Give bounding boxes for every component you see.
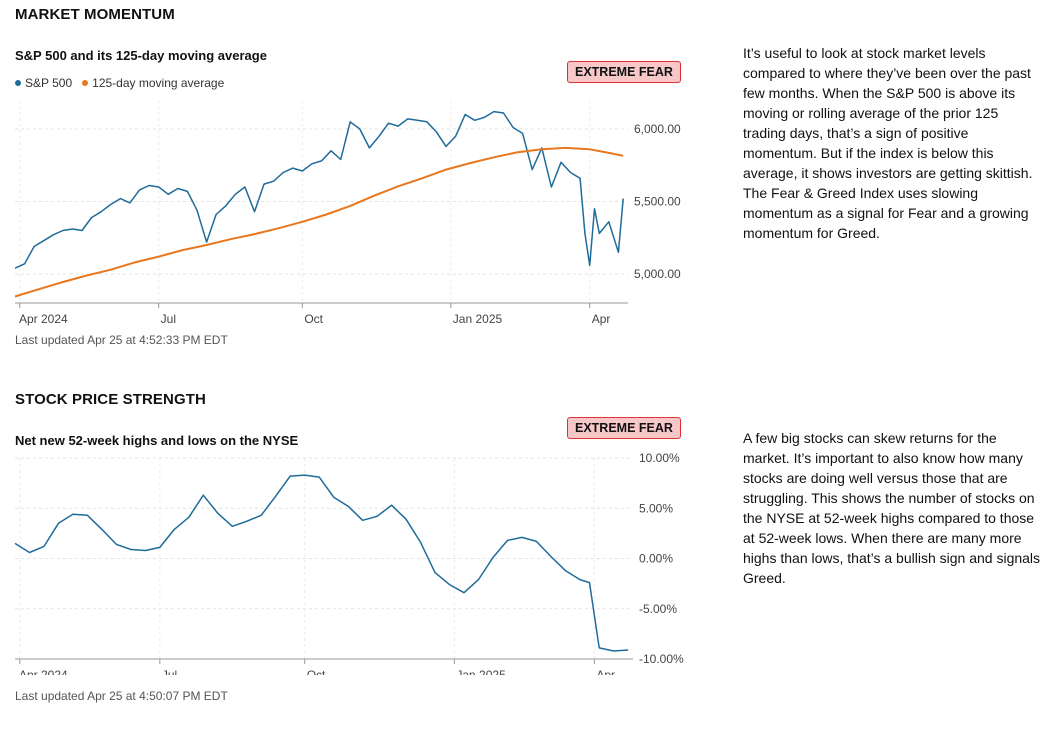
series-line-1[interactable] (14, 146, 624, 298)
legend-item-sp500[interactable]: S&P 500 (15, 76, 72, 90)
status-badge: EXTREME FEAR (567, 61, 681, 83)
legend-label: 125-day moving average (92, 76, 225, 90)
stock-price-strength-section: STOCK PRICE STRENGTH Net new 52-week hig… (0, 380, 1056, 729)
legend-dot-orange (82, 80, 89, 86)
x-tick-label: Apr (592, 312, 611, 326)
series-line-0[interactable] (14, 110, 624, 269)
section-description: A few big stocks can skew returns for th… (743, 430, 1041, 586)
y-tick-label: 6,000.00 (634, 122, 681, 136)
y-tick-label: 5,500.00 (634, 195, 681, 209)
legend-item-moving-average[interactable]: 125-day moving average (82, 76, 224, 90)
x-tick-label: Apr (596, 668, 615, 675)
legend-dot-blue (15, 80, 21, 86)
x-tick-label: Apr 2024 (19, 668, 68, 675)
x-tick-label: Jan 2025 (456, 668, 506, 675)
status-badge: EXTREME FEAR (567, 417, 681, 439)
market-momentum-section: MARKET MOMENTUM S&P 500 and its 125-day … (0, 0, 1056, 360)
y-tick-label: 0.00% (639, 552, 673, 566)
chart-legend: S&P 500 125-day moving average (15, 76, 224, 90)
x-tick-label: Apr 2024 (19, 312, 68, 326)
y-tick-label: -10.00% (639, 652, 684, 666)
section-description: It’s useful to look at stock market leve… (743, 45, 1033, 241)
x-tick-label: Jan 2025 (453, 312, 503, 326)
last-updated-text: Last updated Apr 25 at 4:50:07 PM EDT (15, 689, 228, 703)
chart-title: Net new 52-week highs and lows on the NY… (15, 433, 299, 448)
series-line-0[interactable] (14, 474, 629, 652)
y-tick-label: 10.00% (639, 451, 680, 465)
momentum-chart[interactable]: 6,000.00 5,500.00 5,000.00 Apr 2024 Jul Oct Ja… (0, 96, 700, 336)
x-tick-label: Oct (307, 668, 326, 675)
section-heading: STOCK PRICE STRENGTH (15, 391, 206, 408)
y-tick-label: 5,000.00 (634, 267, 681, 281)
x-tick-label: Jul (161, 312, 176, 326)
highs-lows-chart[interactable]: 10.00% 5.00% 0.00% -5.00% -10.00% Apr 2024 Jul… (0, 450, 700, 675)
x-tick-label: Jul (162, 668, 177, 675)
x-tick-label: Oct (304, 312, 323, 326)
y-tick-label: 5.00% (639, 501, 673, 515)
chart-title: S&P 500 and its 125-day moving average (15, 48, 267, 63)
section-heading: MARKET MOMENTUM (15, 6, 175, 23)
y-tick-label: -5.00% (639, 602, 677, 616)
legend-label: S&P 500 (25, 76, 73, 90)
last-updated-text: Last updated Apr 25 at 4:52:33 PM EDT (15, 333, 228, 347)
